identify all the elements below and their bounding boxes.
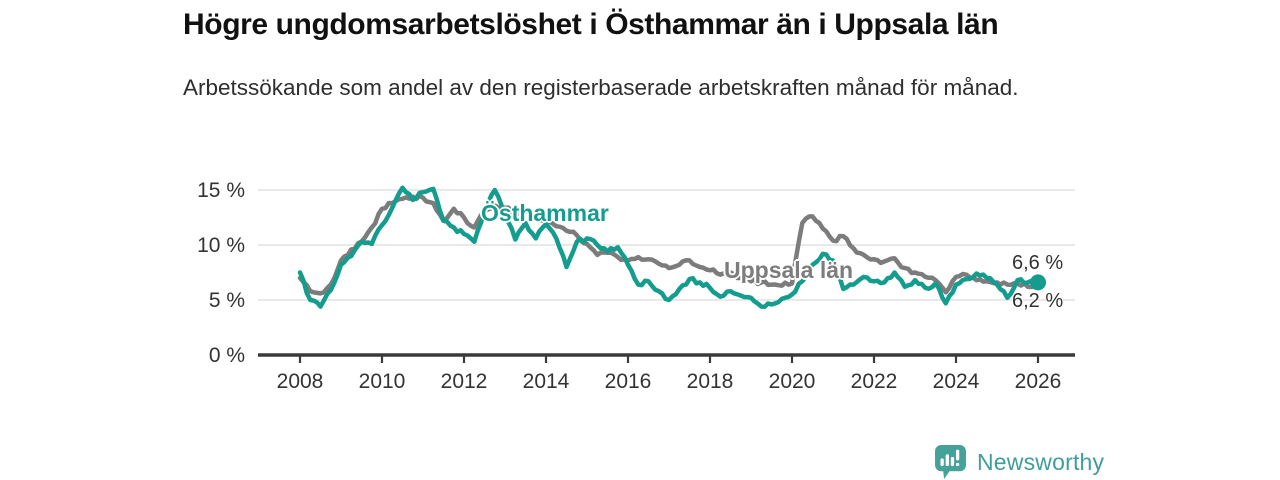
- newsworthy-logo-text: Newsworthy: [977, 448, 1105, 475]
- end-value-label-uppsala: 6,2 %: [1012, 290, 1064, 312]
- x-tick-label-2016: 2016: [605, 370, 652, 393]
- x-tick-label-2024: 2024: [933, 370, 980, 393]
- x-tick-label-2008: 2008: [277, 370, 324, 393]
- series-label-uppsala: Uppsala län: [724, 257, 854, 283]
- end-value-label-osthammar: 6,6 %: [1012, 252, 1064, 274]
- newsworthy-logo: Newsworthy: [934, 444, 1104, 480]
- x-tick-label-2012: 2012: [441, 370, 488, 393]
- x-tick-label-2026: 2026: [1015, 370, 1062, 393]
- y-tick-label-0: 0 %: [209, 344, 245, 367]
- y-tick-label-5: 5 %: [209, 289, 245, 312]
- series-line-osthammar: [297, 185, 1041, 310]
- y-tick-label-10: 10 %: [197, 234, 245, 257]
- series-label-osthammar: Östhammar: [481, 200, 609, 226]
- series-line-uppsala: [297, 193, 1041, 296]
- chart-subtitle: Arbetssökande som andel av den registerb…: [183, 75, 1019, 100]
- x-tick-label-2018: 2018: [687, 370, 734, 393]
- x-tick-label-2010: 2010: [359, 370, 406, 393]
- x-tick-label-2022: 2022: [851, 370, 898, 393]
- series-endpoint-dot: [1030, 274, 1046, 291]
- newsworthy-chart-bubble-icon: [935, 444, 966, 480]
- x-tick-label-2020: 2020: [769, 370, 816, 393]
- x-tick-label-2014: 2014: [523, 370, 570, 393]
- y-tick-label-15: 15 %: [197, 179, 245, 202]
- page-title: Högre ungdomsarbetslöshet i Östhammar än…: [183, 8, 999, 41]
